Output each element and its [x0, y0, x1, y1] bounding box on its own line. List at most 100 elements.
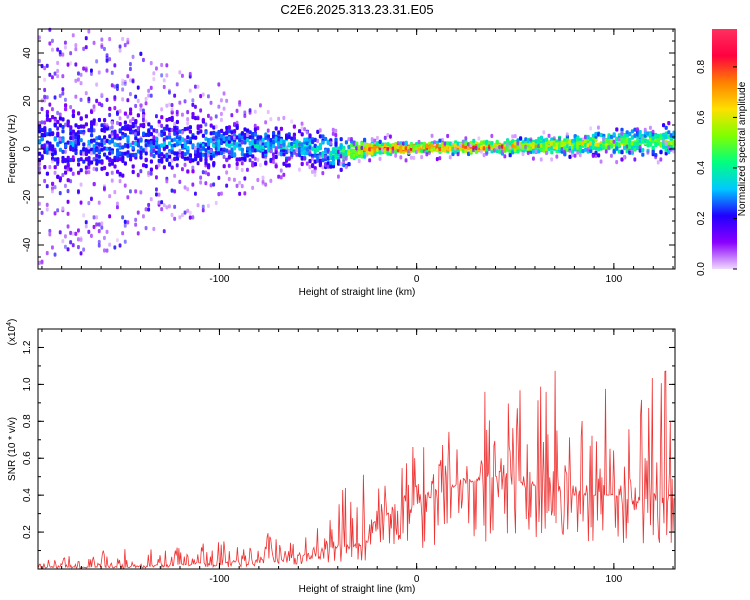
- spectrogram-cell: [555, 142, 559, 147]
- spectrogram-cell: [77, 141, 81, 146]
- spectrogram-cell: [121, 215, 125, 220]
- spectrogram-cell: [40, 210, 44, 215]
- spectrogram-cell: [186, 135, 190, 140]
- spectrogram-cell: [360, 142, 364, 147]
- spectrogram-cell: [641, 135, 645, 140]
- spectrogram-cell: [48, 146, 52, 152]
- spectrogram-cell: [77, 125, 81, 130]
- spectrogram-cell: [308, 150, 312, 155]
- spectrogram-cell: [623, 139, 627, 144]
- spectrogram-cell: [196, 153, 200, 158]
- spectrogram-cell: [79, 97, 83, 102]
- spectrogram-cell: [313, 159, 317, 164]
- spectrogram-cell: [225, 137, 229, 142]
- spectrogram-cell: [214, 131, 218, 136]
- spectrogram-cell: [584, 147, 588, 152]
- spectrogram-cell: [61, 138, 65, 143]
- spectrogram-cell: [430, 143, 434, 148]
- spectrogram-cell: [131, 130, 135, 135]
- spectrogram-cell: [295, 148, 299, 153]
- spectrogram-cell: [282, 142, 286, 147]
- spectrogram-cell: [316, 138, 320, 144]
- spectrogram-cell: [58, 178, 62, 183]
- spectrogram-cell: [108, 242, 112, 247]
- spectrogram-cell: [149, 125, 153, 130]
- spectrogram-cell: [318, 154, 322, 159]
- spectrogram-cell: [282, 172, 286, 177]
- spectrogram-cell: [220, 111, 223, 117]
- spectrogram-cell: [123, 126, 127, 131]
- spectrogram-cell: [152, 226, 156, 232]
- spectrogram-cell: [136, 210, 140, 215]
- spectrogram-cell: [186, 121, 190, 126]
- spectrogram-cell: [45, 202, 49, 207]
- spectrogram-cell: [90, 151, 93, 156]
- spectrogram-cell: [298, 167, 301, 172]
- spectrogram-cell: [181, 213, 184, 218]
- spectrogram-cell: [82, 213, 86, 218]
- spectrogram-cell: [266, 137, 270, 142]
- spectrogram-cell: [194, 146, 197, 151]
- spectrogram-cell: [321, 153, 325, 158]
- spectrogram-cell: [220, 134, 224, 139]
- spectrogram-cell: [209, 148, 213, 154]
- spectrogram-cell: [396, 141, 400, 146]
- spectrogram-cell: [51, 75, 54, 80]
- spectrogram-cell: [482, 140, 486, 145]
- spectrogram-cell: [116, 143, 120, 148]
- spectrogram-cell: [84, 122, 88, 127]
- spectrogram-cell: [277, 174, 281, 179]
- spectrogram-cell: [196, 126, 200, 131]
- spectrogram-cell: [352, 153, 356, 158]
- spectrogram-cell: [48, 150, 52, 155]
- spectrogram-cell: [142, 132, 146, 137]
- spectrogram-cell: [136, 98, 140, 103]
- spectrogram-cell: [589, 137, 593, 142]
- spectrogram-cell: [287, 163, 291, 168]
- spectrogram-cell: [204, 152, 208, 157]
- spectrogram-cell: [266, 128, 270, 133]
- spectrogram-cell: [147, 207, 151, 212]
- spectrogram-cell: [170, 212, 174, 218]
- spectrogram-cell: [162, 147, 166, 152]
- spectrogram-cell: [87, 161, 91, 167]
- spectrogram-cell: [292, 124, 296, 129]
- spectrogram-cell: [116, 120, 119, 126]
- spectrogram-cell: [103, 139, 106, 144]
- spectrogram-cell: [630, 146, 634, 151]
- spectrogram-cell: [149, 61, 153, 66]
- spectrogram-cell: [178, 148, 182, 153]
- spectrogram-cell: [100, 160, 104, 165]
- spectrogram-cell: [373, 138, 377, 143]
- spectrogram-cell: [209, 100, 213, 105]
- spectrogram-cell: [339, 154, 343, 159]
- spectrogram-cell: [139, 138, 143, 143]
- spectrogram-cell: [233, 135, 236, 141]
- spectrogram-cell: [95, 59, 99, 64]
- spectrogram-cell: [363, 141, 366, 147]
- spectrogram-cell: [248, 150, 252, 155]
- spectrogram-cell: [66, 140, 70, 145]
- spectrogram-cell: [196, 130, 200, 135]
- spectrogram-cell: [178, 129, 182, 134]
- spectrogram-cell: [45, 171, 49, 176]
- spectrogram-cell: [71, 231, 75, 236]
- spectrogram-cell: [103, 186, 106, 191]
- spectrogram-cell: [300, 147, 304, 152]
- spectrogram-cell: [617, 142, 621, 147]
- colorbar-tick-label: 0.8: [696, 60, 707, 74]
- spectrogram-cell: [547, 133, 551, 138]
- spectrogram-cell: [220, 147, 224, 152]
- spectrogram-cell: [149, 159, 153, 164]
- spectrogram-cell: [339, 167, 343, 172]
- spectrogram-cell: [43, 149, 47, 155]
- spectrogram-cell: [118, 44, 122, 49]
- spectrogram-cell: [97, 159, 101, 164]
- spectrogram-cell: [558, 143, 562, 148]
- spectrogram-cell: [84, 147, 88, 153]
- spectrogram-cell: [529, 146, 533, 151]
- spectrogram-cell: [547, 140, 551, 145]
- spectrogram-cell: [326, 149, 330, 154]
- spectrogram-cell: [490, 141, 494, 146]
